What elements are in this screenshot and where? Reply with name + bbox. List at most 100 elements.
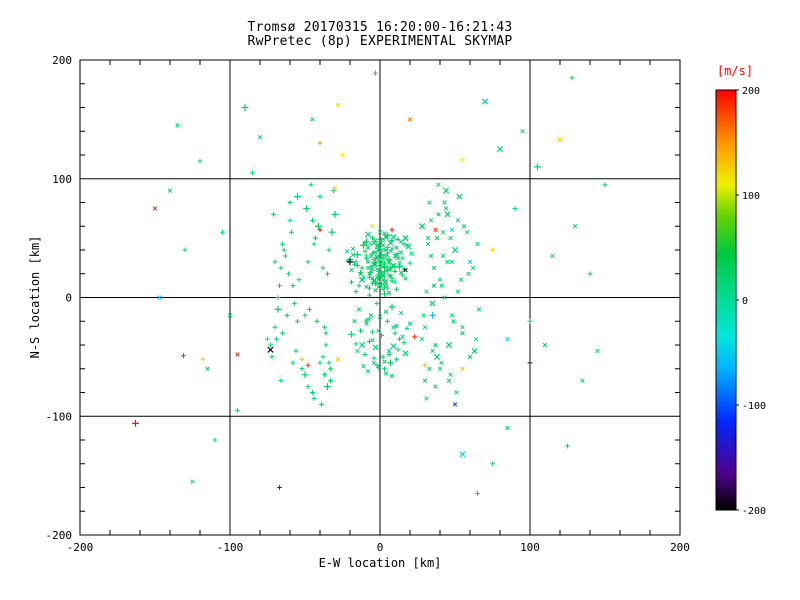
data-point-marker [381, 290, 388, 298]
data-point-marker [355, 263, 360, 268]
data-point-marker [389, 276, 395, 281]
data-point-marker [389, 246, 395, 252]
data-point-marker [265, 336, 270, 342]
data-point-marker [442, 200, 447, 205]
data-point-marker [289, 229, 294, 235]
data-point-marker [370, 280, 375, 286]
data-point-marker [371, 355, 377, 361]
data-point-marker [323, 330, 329, 336]
data-point-marker [440, 253, 446, 259]
data-point-marker [444, 211, 451, 218]
data-point-marker [409, 251, 414, 256]
data-point-marker [400, 334, 405, 339]
data-point-marker [382, 279, 387, 285]
data-point-marker [376, 328, 381, 333]
data-point-marker [449, 313, 455, 318]
data-point-marker [392, 330, 398, 336]
data-point-marker [350, 252, 356, 257]
data-point-marker [281, 247, 287, 253]
data-point-marker [372, 344, 379, 351]
data-point-marker [475, 241, 480, 247]
data-point-marker [376, 268, 381, 274]
data-point-marker [307, 306, 312, 312]
data-point-marker [314, 318, 320, 324]
data-point-marker [323, 342, 329, 348]
data-point-marker [512, 206, 518, 211]
data-point-marker [367, 271, 372, 276]
data-point-marker [311, 241, 317, 247]
data-point-marker [356, 283, 362, 289]
data-point-marker [367, 292, 372, 298]
data-point-marker [459, 451, 466, 458]
data-point-marker [132, 419, 139, 427]
x-tick-label: -200 [67, 541, 94, 554]
data-point-marker [328, 228, 336, 236]
data-point-marker [317, 140, 323, 146]
data-point-marker [344, 248, 350, 254]
data-point-marker [379, 333, 384, 338]
data-point-marker [358, 341, 366, 349]
data-point-marker [404, 325, 410, 331]
data-point-marker [305, 362, 311, 368]
data-point-marker [445, 341, 453, 349]
data-point-marker [152, 206, 158, 211]
data-point-marker [481, 98, 489, 105]
data-point-marker [461, 224, 467, 229]
data-point-marker [382, 233, 390, 241]
data-point-marker [331, 188, 336, 194]
data-point-marker [305, 384, 311, 389]
data-point-marker [505, 425, 510, 431]
data-point-marker [397, 336, 402, 342]
colorbar-tick-label: 0 [742, 296, 748, 307]
data-point-marker [290, 360, 296, 366]
data-point-marker [424, 289, 429, 294]
data-point-marker [436, 182, 441, 187]
data-point-marker [380, 354, 386, 360]
data-point-marker [310, 390, 315, 395]
data-point-marker [280, 241, 285, 247]
data-point-marker [299, 356, 305, 362]
data-point-marker [181, 353, 186, 359]
data-point-marker [287, 200, 293, 205]
data-point-marker [328, 366, 333, 372]
data-point-marker [290, 283, 296, 289]
data-point-marker [454, 390, 459, 395]
data-point-marker [361, 364, 366, 369]
data-point-marker [534, 163, 541, 171]
data-point-marker [331, 210, 339, 218]
data-point-marker [425, 241, 431, 247]
data-point-marker [395, 236, 401, 242]
data-point-marker [299, 366, 305, 372]
data-point-marker [377, 238, 383, 243]
data-point-marker [349, 267, 354, 273]
colorbar-gradient [716, 90, 736, 510]
data-point-marker [390, 233, 397, 241]
data-point-marker [433, 342, 438, 348]
data-point-marker [278, 265, 284, 271]
data-point-marker [368, 313, 374, 318]
data-point-marker [580, 378, 585, 383]
data-point-marker [556, 136, 564, 143]
data-point-marker [451, 246, 459, 254]
data-point-marker [358, 328, 363, 334]
data-point-marker [395, 347, 401, 353]
colorbar-unit-label: [m/s] [716, 64, 754, 78]
data-point-marker [353, 259, 359, 265]
data-point-marker [373, 70, 378, 76]
y-tick-label: -100 [46, 410, 73, 423]
data-point-marker [303, 205, 310, 212]
data-point-marker [277, 485, 282, 490]
data-point-marker [280, 330, 285, 336]
data-point-marker [386, 290, 392, 295]
data-point-marker [471, 347, 478, 355]
data-point-marker [197, 158, 203, 164]
data-point-marker [311, 396, 317, 401]
data-point-marker [373, 259, 378, 265]
data-point-marker [377, 314, 383, 319]
data-point-marker [428, 253, 434, 259]
y-tick-label: 200 [52, 54, 72, 67]
data-point-marker [394, 356, 399, 362]
data-point-marker [456, 193, 463, 200]
data-point-marker [365, 245, 371, 250]
